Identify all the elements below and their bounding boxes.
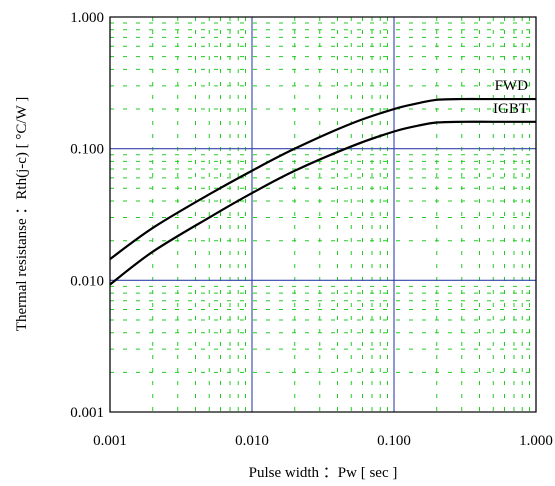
x-tick-label: 1.000	[519, 433, 553, 449]
series-label-fwd: FWD	[495, 78, 529, 94]
series-layer	[109, 97, 536, 286]
series-line-fwd	[109, 97, 536, 260]
y-tick-label: 0.001	[70, 405, 104, 421]
x-tick-label: 0.010	[235, 433, 269, 449]
y-tick-label: 1.000	[70, 10, 104, 26]
y-tick-label: 0.010	[70, 273, 104, 289]
minor-grid	[110, 17, 536, 412]
plot-background	[110, 17, 536, 412]
series-label-igbt: IGBT	[493, 101, 528, 117]
x-tick-label: 0.001	[93, 433, 127, 449]
series-line-igbt	[109, 120, 536, 286]
y-tick-labels: 0.001 0.010 0.100 1.000	[70, 10, 104, 421]
plot-frame	[109, 16, 537, 413]
series-labels: FWD IGBT	[493, 78, 528, 117]
x-tick-label: 0.100	[377, 433, 411, 449]
x-axis-title: Pulse width ：Pw [ sec ]	[249, 465, 398, 481]
y-tick-label: 0.100	[70, 142, 104, 158]
y-axis-title: Thermal resistanse ：Rth(j-c) [ °C/W ]	[14, 97, 30, 331]
x-tick-labels: 0.001 0.010 0.100 1.000	[93, 433, 553, 449]
